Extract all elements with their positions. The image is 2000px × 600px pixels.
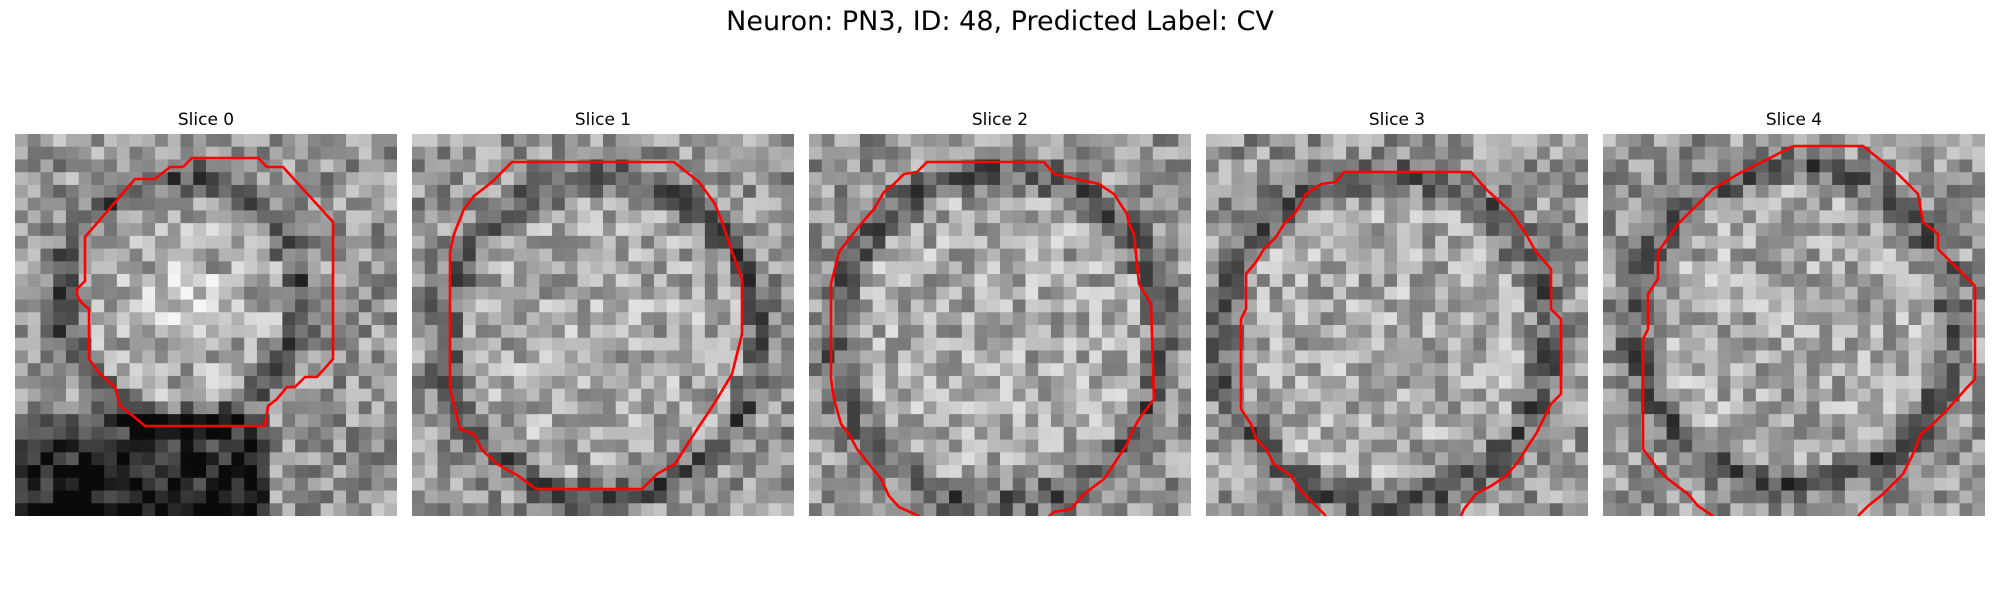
slice-title-2: Slice 2 xyxy=(971,110,1029,130)
contour-4b xyxy=(1793,144,1977,516)
micrograph-pixels-2 xyxy=(809,134,1191,516)
slice-image-3 xyxy=(1206,134,1588,516)
slice-title-4: Slice 4 xyxy=(1765,110,1823,130)
slice-title-3: Slice 3 xyxy=(1368,110,1426,130)
slice-title-1: Slice 1 xyxy=(574,110,632,130)
contour-1 xyxy=(448,160,744,491)
slice-image-0 xyxy=(15,134,397,516)
micrograph-pixels-4 xyxy=(1603,134,1985,516)
contour-2 xyxy=(829,160,949,516)
contour-4 xyxy=(1641,144,1794,516)
figure-title: Neuron: PN3, ID: 48, Predicted Label: CV xyxy=(726,6,1274,37)
micrograph-pixels-3 xyxy=(1206,134,1588,516)
slice-title-0: Slice 0 xyxy=(177,110,235,130)
contour-2b xyxy=(949,160,1156,516)
micrograph-pixels-0 xyxy=(15,134,397,516)
slice-image-4 xyxy=(1603,134,1985,516)
slice-image-1 xyxy=(412,134,794,516)
contour-3b xyxy=(1356,170,1563,516)
contour-3 xyxy=(1239,170,1356,516)
micrograph-pixels-1 xyxy=(412,134,794,516)
slice-image-2 xyxy=(809,134,1191,516)
contour-0 xyxy=(75,156,335,428)
